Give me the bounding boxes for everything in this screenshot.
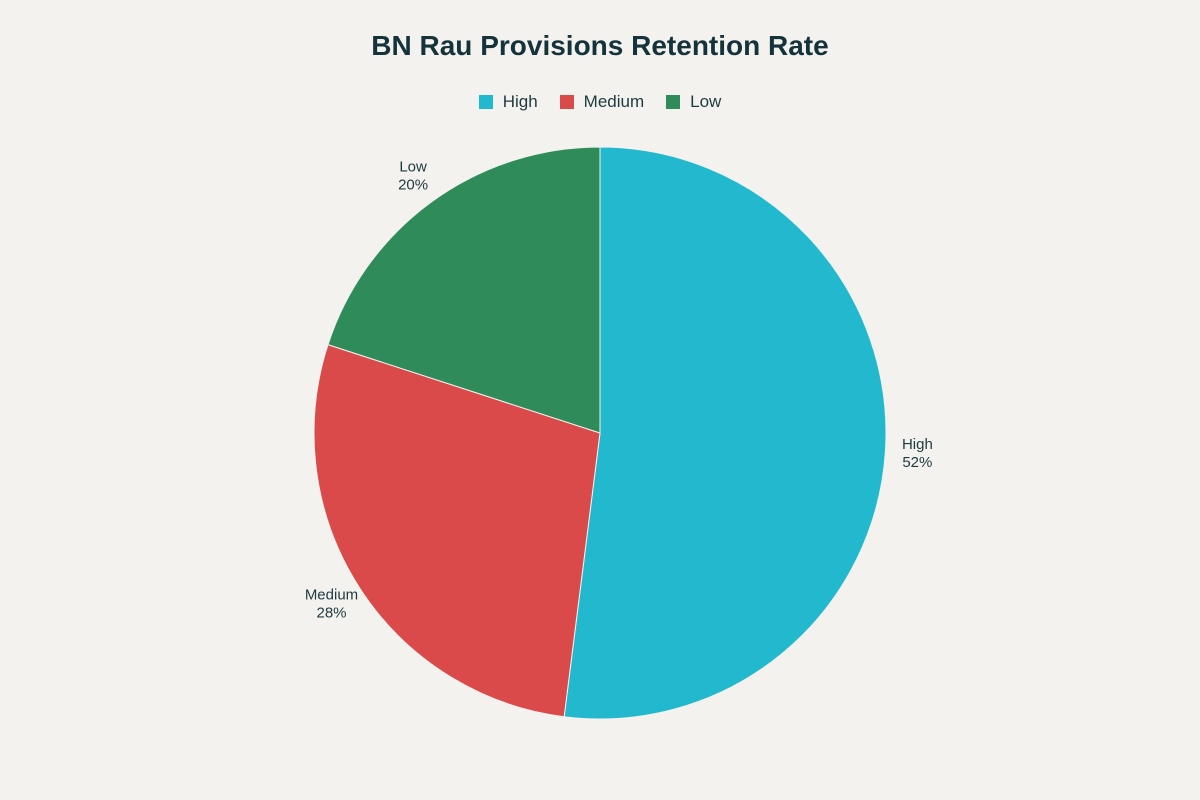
pie-slice-high[interactable] xyxy=(563,146,887,720)
legend-item-medium[interactable]: Medium xyxy=(559,92,645,112)
slice-value-low: 20% xyxy=(398,177,428,194)
legend-item-high[interactable]: High xyxy=(478,92,538,112)
legend-swatch-medium xyxy=(559,95,574,109)
legend-swatch-low xyxy=(666,95,681,109)
pie-slice-medium[interactable] xyxy=(313,343,601,718)
chart-title: BN Rau Provisions Retention Rate xyxy=(371,30,829,61)
legend-label-high: High xyxy=(502,92,538,111)
legend-label-low: Low xyxy=(690,92,722,111)
chart-legend: High Medium Low xyxy=(0,92,1200,112)
slice-value-high: 52% xyxy=(902,454,932,471)
legend-swatch-high xyxy=(478,95,493,109)
slice-label-low: Low xyxy=(399,159,427,176)
slice-label-medium: Medium xyxy=(305,586,358,603)
legend-item-low[interactable]: Low xyxy=(666,92,721,112)
slice-label-high: High xyxy=(902,436,933,453)
slice-value-medium: 28% xyxy=(316,604,346,621)
legend-label-medium: Medium xyxy=(583,92,645,111)
pie-slice-low[interactable] xyxy=(327,146,601,434)
